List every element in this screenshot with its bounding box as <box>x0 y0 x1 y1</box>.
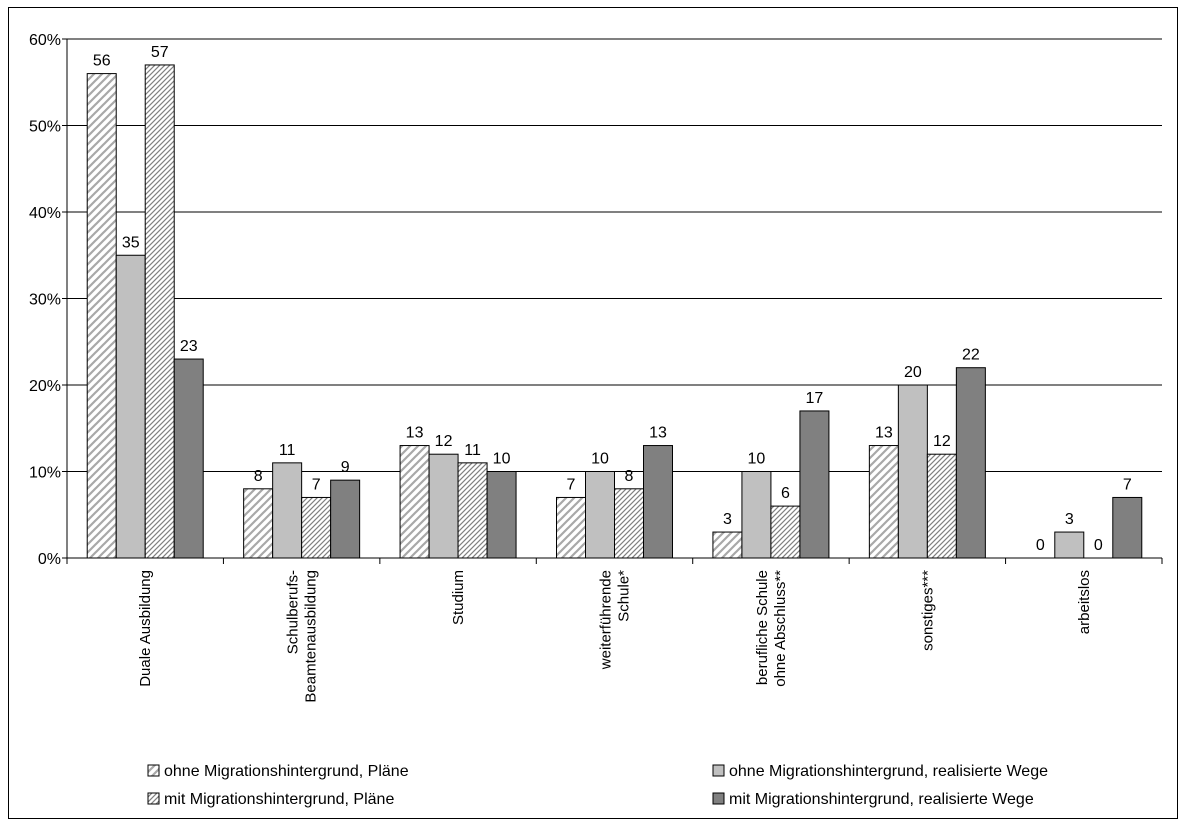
x-category-label: weiterführende <box>598 570 615 670</box>
bar <box>614 488 644 559</box>
x-category-label: Schule* <box>616 570 633 622</box>
bar <box>173 358 204 559</box>
legend-swatch <box>147 792 160 805</box>
data-label: 0 <box>1036 537 1045 554</box>
data-label: 11 <box>279 442 296 459</box>
bar <box>712 531 743 559</box>
y-tick-label: 60% <box>29 32 61 49</box>
data-label: 23 <box>180 338 198 355</box>
bar <box>86 73 117 559</box>
data-label: 11 <box>464 442 481 459</box>
bars <box>86 64 1143 559</box>
bar <box>1054 531 1085 559</box>
data-label: 9 <box>341 459 350 476</box>
data-label: 13 <box>406 425 424 442</box>
data-label: 8 <box>625 468 634 485</box>
data-label: 3 <box>1065 511 1074 528</box>
bar <box>926 453 957 559</box>
data-label: 6 <box>781 485 790 502</box>
data-label: 8 <box>254 468 263 485</box>
legend-label: ohne Migrationshintergrund, Pläne <box>164 763 409 780</box>
data-label: 7 <box>567 476 576 493</box>
data-label: 20 <box>904 364 922 381</box>
bar <box>897 384 928 559</box>
x-category-label: Beamtenausbildung <box>303 570 320 703</box>
bar <box>741 471 772 559</box>
bar <box>770 505 801 559</box>
bar <box>1112 496 1143 559</box>
data-label: 12 <box>933 433 951 450</box>
bar <box>399 445 430 559</box>
data-labels: 56 35 57 23 8 11 7 9 13 12 11 10 7 10 8 13 3 10 6 17 13 20 12 2… <box>93 44 1132 554</box>
bar <box>301 496 332 559</box>
x-category-label: ohne Abschluss** <box>772 570 789 687</box>
bar <box>428 453 459 559</box>
data-label: 3 <box>723 511 732 528</box>
bar <box>643 445 673 559</box>
y-tick-label: 10% <box>29 465 61 482</box>
x-category-label: Duale Ausbildung <box>137 570 154 687</box>
y-tick-label: 20% <box>29 378 61 395</box>
axes <box>62 38 1163 564</box>
bar <box>272 462 303 559</box>
data-label: 12 <box>435 433 453 450</box>
y-tick-label: 30% <box>29 292 61 309</box>
legend-label: mit Migrationshintergrund, Pläne <box>164 791 394 808</box>
legend: ohne Migrationshintergrund, Pläne ohne Mi… <box>147 763 1048 808</box>
bar <box>486 471 517 559</box>
data-label: 10 <box>748 451 766 468</box>
legend-swatch <box>712 792 725 805</box>
gridlines <box>67 38 1162 472</box>
bar <box>243 488 274 559</box>
x-category-label: sonstiges*** <box>919 570 936 651</box>
bar <box>955 367 986 559</box>
bar <box>585 471 615 559</box>
data-label: 56 <box>93 53 111 70</box>
bar <box>144 64 175 559</box>
bar <box>330 479 361 559</box>
x-category-label: Schulberufs- <box>285 570 302 654</box>
bar <box>868 445 899 559</box>
y-tick-label: 0% <box>38 551 61 568</box>
data-label: 13 <box>875 425 893 442</box>
data-label: 0 <box>1094 537 1103 554</box>
data-label: 17 <box>806 390 824 407</box>
y-tick-label: 50% <box>29 119 61 136</box>
x-category-label: Studium <box>450 570 467 625</box>
data-label: 7 <box>1123 476 1132 493</box>
bar <box>556 496 586 559</box>
data-label: 35 <box>122 234 140 251</box>
data-label: 10 <box>591 451 609 468</box>
x-category-label: arbeitslos <box>1076 570 1093 634</box>
data-label: 22 <box>962 347 980 364</box>
data-label: 10 <box>493 451 511 468</box>
data-label: 7 <box>312 476 321 493</box>
legend-label: mit Migrationshintergrund, realisierte W… <box>729 791 1034 808</box>
data-label: 57 <box>151 44 169 61</box>
bar <box>115 254 146 559</box>
data-label: 13 <box>649 425 667 442</box>
legend-swatch <box>712 764 725 777</box>
x-axis-categories: Duale Ausbildung Schulberufs- Beamtenausbi… <box>137 570 1093 703</box>
y-axis-ticks: 0% 10% 20% 30% 40% 50% 60% <box>29 32 61 568</box>
bar <box>799 410 830 559</box>
bar <box>457 462 488 559</box>
y-tick-label: 40% <box>29 205 61 222</box>
x-category-label: berufliche Schule <box>754 570 771 685</box>
legend-swatch <box>147 764 160 777</box>
legend-label: ohne Migrationshintergrund, realisierte … <box>729 763 1048 780</box>
